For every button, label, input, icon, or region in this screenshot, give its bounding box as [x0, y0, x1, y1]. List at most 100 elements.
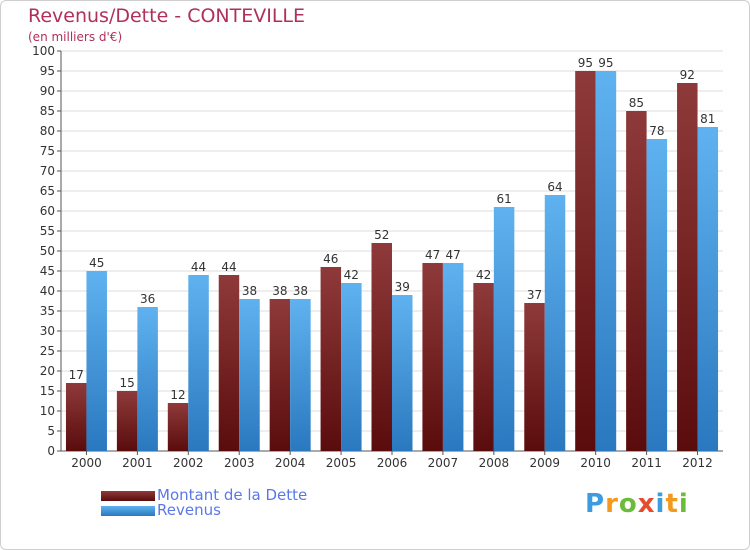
data-label-dette: 92	[680, 68, 695, 82]
y-tick-label: 10	[40, 404, 55, 418]
y-tick-label: 55	[40, 224, 55, 238]
logo-letter: P	[585, 489, 606, 519]
bar-revenus	[290, 299, 311, 451]
legend-label-revenus: Revenus	[157, 501, 221, 519]
data-label-dette: 85	[629, 96, 644, 110]
data-label-revenus: 78	[649, 124, 664, 138]
logo-letter: i	[678, 489, 689, 519]
data-label-revenus: 38	[293, 284, 308, 298]
logo-letter: i	[655, 489, 666, 519]
x-tick-label: 2003	[224, 456, 255, 470]
data-label-dette: 42	[476, 268, 491, 282]
y-tick-label: 45	[40, 264, 55, 278]
bar-dette	[116, 391, 138, 451]
bar-dette	[626, 111, 647, 451]
bar-revenus	[239, 299, 260, 451]
bar-dette	[218, 275, 240, 451]
x-tick-label: 2010	[580, 456, 611, 470]
data-label-revenus: 47	[446, 248, 461, 262]
legend-swatch-revenus	[101, 506, 155, 516]
bar-revenus	[646, 139, 668, 451]
bar-dette	[167, 403, 189, 451]
data-label-revenus: 44	[191, 260, 206, 274]
bar-revenus	[392, 295, 413, 451]
logo-letter: t	[665, 489, 679, 519]
data-label-dette: 12	[170, 388, 185, 402]
axis-layer: 0 5 10 15 20 25 30 35 40 45 50 55 60 65 70 75 80 85 90 95 10…	[32, 44, 723, 470]
x-tick-label: 2009	[529, 456, 560, 470]
bar-dette	[575, 71, 596, 451]
legend-label-dette: Montant de la Dette	[157, 486, 308, 504]
data-label-revenus: 81	[700, 112, 715, 126]
data-label-dette: 47	[425, 248, 440, 262]
bar-revenus	[493, 207, 515, 451]
legend-swatch-dette	[101, 491, 155, 501]
data-label-revenus: 64	[547, 180, 562, 194]
x-tick-label: 2007	[428, 456, 459, 470]
bar-revenus	[86, 271, 107, 451]
bar-layer	[65, 71, 719, 451]
x-tick-label: 2011	[631, 456, 662, 470]
y-tick-label: 95	[40, 64, 55, 78]
bar-revenus	[697, 127, 719, 451]
bar-dette	[269, 299, 291, 451]
y-tick-label: 65	[40, 184, 55, 198]
data-label-dette: 38	[272, 284, 287, 298]
y-tick-label: 0	[47, 444, 55, 458]
y-tick-label: 90	[40, 84, 55, 98]
logo-letter: o	[618, 489, 638, 519]
data-label-dette: 15	[119, 376, 134, 390]
x-tick-label: 2004	[275, 456, 306, 470]
y-tick-label: 25	[40, 344, 55, 358]
bar-revenus	[595, 71, 617, 451]
y-tick-label: 60	[40, 204, 55, 218]
y-tick-label: 100	[32, 44, 55, 58]
x-tick-label: 2002	[173, 456, 204, 470]
data-label-dette: 44	[221, 260, 236, 274]
x-tick-label: 2001	[122, 456, 153, 470]
data-label-revenus: 39	[395, 280, 410, 294]
bar-dette	[65, 383, 87, 451]
label-layer: 17 45 15 36 12 44 44 38 38 38 46 42 52 39 47 47 42 61 37 64…	[69, 56, 716, 402]
y-tick-label: 35	[40, 304, 55, 318]
bar-dette	[524, 303, 545, 451]
x-tick-label: 2005	[326, 456, 357, 470]
y-tick-label: 50	[40, 244, 55, 258]
y-tick-label: 15	[40, 384, 55, 398]
y-tick-label: 5	[47, 424, 55, 438]
y-tick-label: 80	[40, 124, 55, 138]
bar-revenus	[137, 307, 158, 451]
x-tick-label: 2000	[71, 456, 102, 470]
y-tick-label: 20	[40, 364, 55, 378]
logo-letter: x	[637, 489, 656, 519]
y-tick-label: 75	[40, 144, 55, 158]
bar-dette	[371, 243, 392, 451]
bar-dette	[320, 267, 342, 451]
data-label-revenus: 38	[242, 284, 257, 298]
chart-subtitle: (en milliers d'€)	[28, 30, 123, 44]
x-tick-label: 2012	[682, 456, 713, 470]
bar-revenus	[544, 195, 566, 451]
x-tick-label: 2008	[479, 456, 510, 470]
bar-revenus	[442, 263, 464, 451]
data-label-dette: 46	[323, 252, 338, 266]
data-label-revenus: 61	[496, 192, 511, 206]
data-label-dette: 95	[578, 56, 593, 70]
data-label-revenus: 36	[140, 292, 155, 306]
data-label-dette: 52	[374, 228, 389, 242]
chart-title: Revenus/Dette - CONTEVILLE	[28, 5, 306, 27]
bar-dette	[677, 83, 698, 451]
data-label-revenus: 42	[344, 268, 359, 282]
y-tick-label: 85	[40, 104, 55, 118]
bar-dette	[473, 283, 494, 451]
y-tick-label: 40	[40, 284, 55, 298]
data-label-dette: 17	[69, 368, 84, 382]
bar-revenus	[341, 283, 362, 451]
x-tick-label: 2006	[377, 456, 408, 470]
logo-letter: r	[605, 489, 619, 519]
y-tick-label: 30	[40, 324, 55, 338]
data-label-revenus: 45	[89, 256, 104, 270]
bar-dette	[422, 263, 443, 451]
